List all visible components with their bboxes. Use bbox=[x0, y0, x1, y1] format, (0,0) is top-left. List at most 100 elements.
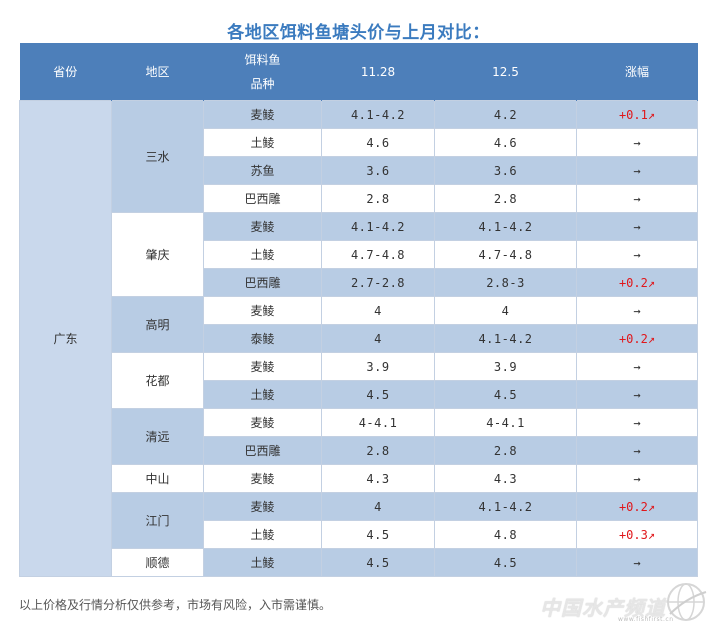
table-row: 苏鱼 3.6 3.6 → bbox=[20, 156, 698, 185]
change-cell: → bbox=[576, 212, 698, 241]
price-125-cell: 3.9 bbox=[434, 352, 577, 381]
species-cell: 土鲮 bbox=[203, 128, 322, 157]
change-cell: → bbox=[576, 184, 698, 213]
table-row: 土鲮 4.7-4.8 4.7-4.8 → bbox=[20, 240, 698, 269]
price-1128-cell: 4.5 bbox=[321, 548, 435, 577]
species-cell: 巴西雕 bbox=[203, 184, 322, 213]
table-row: 江门 麦鲮 4 4.1-4.2 +0.2↗ bbox=[20, 492, 698, 549]
page-title: 各地区饵料鱼塘头价与上月对比： bbox=[227, 23, 490, 43]
table-row: 高明 麦鲮 4 4 → bbox=[20, 296, 698, 353]
change-cell: → bbox=[576, 464, 698, 493]
species-cell: 苏鱼 bbox=[203, 156, 322, 185]
price-125-cell: 3.6 bbox=[434, 156, 577, 185]
price-1128-cell: 4.6 bbox=[321, 128, 435, 157]
price-125-cell: 4.2 bbox=[434, 100, 577, 129]
header-change: 涨幅 bbox=[576, 43, 698, 101]
price-125-cell: 4 bbox=[434, 296, 577, 325]
table-row: 巴西雕 2.8 2.8 → bbox=[20, 184, 698, 213]
price-125-cell: 4-4.1 bbox=[434, 408, 577, 437]
species-cell: 麦鲮 bbox=[203, 296, 322, 325]
table-header-row: 省份 地区 饵料鱼 品种 11.28 12.5 涨幅 bbox=[19, 43, 698, 101]
table-row: 顺德 土鲮 4.5 4.5 → bbox=[20, 548, 698, 577]
price-1128-cell: 4.5 bbox=[321, 380, 435, 409]
species-cell: 麦鲮 bbox=[203, 100, 322, 129]
header-date-1: 11.28 bbox=[321, 43, 435, 101]
region-cell: 肇庆 bbox=[111, 212, 204, 297]
logo-text: 中国水产频道 bbox=[540, 596, 666, 620]
price-1128-cell: 4.1-4.2 bbox=[321, 100, 435, 129]
header-species-line1: 饵料鱼 bbox=[244, 52, 281, 67]
change-cell: → bbox=[576, 352, 698, 381]
species-cell: 土鲮 bbox=[203, 380, 322, 409]
table-row: 巴西雕 2.7-2.8 2.8-3 +0.2↗ bbox=[20, 268, 698, 297]
price-125-cell: 4.6 bbox=[434, 128, 577, 157]
footnote: 以上价格及行情分析仅供参考，市场有风险，入市需谨慎。 bbox=[19, 598, 332, 612]
species-cell: 巴西雕 bbox=[203, 268, 322, 297]
price-1128-cell: 4.5 bbox=[321, 520, 435, 549]
watermark-logo: 中国水产频道 www.fishfirst.cn bbox=[540, 583, 710, 624]
table-row: 肇庆 麦鲮 4.1-4.2 4.1-4.2 → bbox=[20, 212, 698, 297]
price-1128-cell: 2.8 bbox=[321, 184, 435, 213]
species-cell: 麦鲮 bbox=[203, 464, 322, 493]
price-1128-cell: 3.9 bbox=[321, 352, 435, 381]
price-1128-cell: 4 bbox=[321, 296, 435, 325]
change-cell: +0.2↗ bbox=[576, 492, 698, 521]
price-125-cell: 2.8 bbox=[434, 184, 577, 213]
species-cell: 泰鲮 bbox=[203, 324, 322, 353]
price-125-cell: 4.5 bbox=[434, 380, 577, 409]
table-row: 广东 三水 麦鲮 4.1-4.2 4.2 +0.1↗ bbox=[19, 100, 698, 577]
region-cell: 三水 bbox=[111, 100, 204, 213]
change-cell: → bbox=[576, 128, 698, 157]
change-cell: → bbox=[576, 408, 698, 437]
region-cell: 中山 bbox=[111, 464, 204, 493]
change-cell: +0.1↗ bbox=[576, 100, 698, 129]
table-row: 土鲮 4.6 4.6 → bbox=[20, 128, 698, 157]
change-cell: → bbox=[576, 548, 698, 577]
change-cell: → bbox=[576, 240, 698, 269]
table-body: 广东 三水 麦鲮 4.1-4.2 4.2 +0.1↗ 土鲮 4.6 4.6 → 苏鱼 3.6 3.6 → 巴… bbox=[19, 100, 698, 577]
region-cell: 顺德 bbox=[111, 548, 204, 577]
globe-icon bbox=[667, 583, 707, 621]
header-region: 地区 bbox=[111, 43, 204, 101]
species-cell: 土鲮 bbox=[203, 548, 322, 577]
price-table: 省份 地区 饵料鱼 品种 11.28 12.5 涨幅 广东 三水 麦鲮 4.1-4.2… bbox=[19, 43, 698, 577]
species-cell: 土鲮 bbox=[203, 240, 322, 269]
region-cell: 江门 bbox=[111, 492, 204, 549]
change-cell: +0.2↗ bbox=[576, 324, 698, 353]
price-1128-cell: 3.6 bbox=[321, 156, 435, 185]
species-cell: 麦鲮 bbox=[203, 408, 322, 437]
price-1128-cell: 4.1-4.2 bbox=[321, 212, 435, 241]
province-cell: 广东 bbox=[19, 100, 112, 577]
header-date-2: 12.5 bbox=[434, 43, 577, 101]
price-1128-cell: 4 bbox=[321, 324, 435, 353]
price-125-cell: 4.5 bbox=[434, 548, 577, 577]
price-1128-cell: 4.7-4.8 bbox=[321, 240, 435, 269]
price-1128-cell: 2.7-2.8 bbox=[321, 268, 435, 297]
table-row: 泰鲮 4 4.1-4.2 +0.2↗ bbox=[20, 324, 698, 353]
region-cell: 高明 bbox=[111, 296, 204, 353]
price-1128-cell: 4-4.1 bbox=[321, 408, 435, 437]
table-row: 土鲮 4.5 4.8 +0.3↗ bbox=[20, 520, 698, 549]
header-species-line2: 品种 bbox=[250, 76, 275, 91]
header-species: 饵料鱼 品种 bbox=[203, 43, 322, 101]
table-row: 中山 麦鲮 4.3 4.3 → bbox=[20, 464, 698, 493]
table-row: 清远 麦鲮 4-4.1 4-4.1 → bbox=[20, 408, 698, 465]
price-125-cell: 4.1-4.2 bbox=[434, 212, 577, 241]
price-125-cell: 2.8 bbox=[434, 436, 577, 465]
table-row: 花都 麦鲮 3.9 3.9 → bbox=[20, 352, 698, 409]
logo-url: www.fishfirst.cn bbox=[618, 616, 674, 623]
species-cell: 麦鲮 bbox=[203, 492, 322, 521]
species-cell: 麦鲮 bbox=[203, 352, 322, 381]
change-cell: +0.2↗ bbox=[576, 268, 698, 297]
region-cell: 花都 bbox=[111, 352, 204, 409]
species-cell: 土鲮 bbox=[203, 520, 322, 549]
change-cell: → bbox=[576, 296, 698, 325]
change-cell: → bbox=[576, 156, 698, 185]
price-125-cell: 2.8-3 bbox=[434, 268, 577, 297]
price-1128-cell: 2.8 bbox=[321, 436, 435, 465]
price-125-cell: 4.7-4.8 bbox=[434, 240, 577, 269]
change-cell: → bbox=[576, 380, 698, 409]
price-125-cell: 4.1-4.2 bbox=[434, 324, 577, 353]
species-cell: 巴西雕 bbox=[203, 436, 322, 465]
price-125-cell: 4.1-4.2 bbox=[434, 492, 577, 521]
